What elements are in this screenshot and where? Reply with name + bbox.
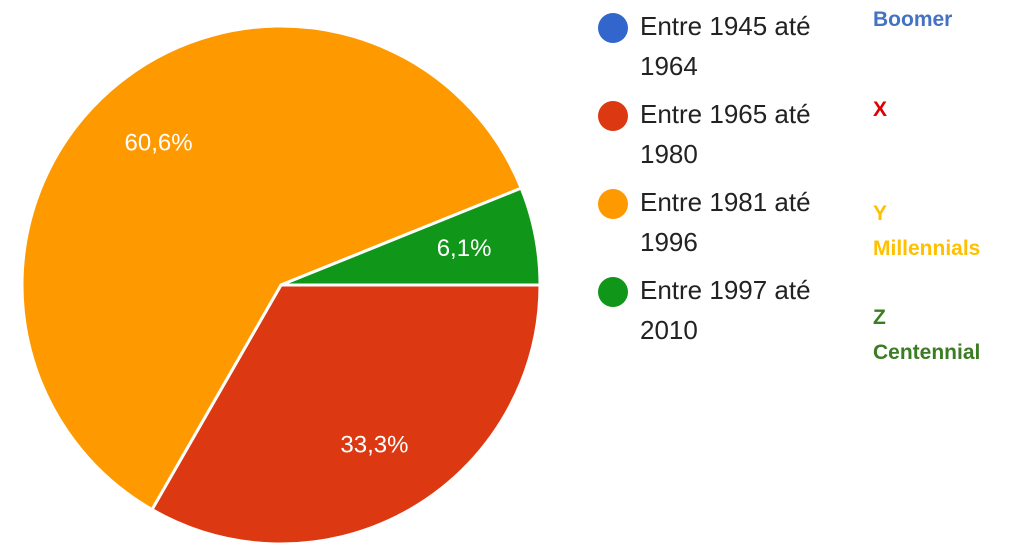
legend-item: Entre 1965 até 1980	[598, 99, 838, 174]
annotation: X	[873, 98, 888, 121]
slice-label: 6,1%	[437, 235, 492, 262]
pie-chart: 33,3% 60,6% 6,1%	[20, 24, 542, 546]
annotation: Y	[873, 202, 888, 225]
annotation: Z	[873, 306, 886, 329]
legend-swatch	[598, 277, 628, 307]
legend-label: Entre 1981 até 1996	[640, 187, 811, 257]
legend-swatch	[598, 13, 628, 43]
legend-swatch	[598, 189, 628, 219]
pie-slice	[20, 24, 524, 512]
legend-item: Entre 1981 até 1996	[598, 187, 838, 262]
pie-slice	[149, 283, 542, 546]
slice-label: 33,3%	[340, 432, 408, 459]
legend-swatch	[598, 101, 628, 131]
legend-label: Entre 1945 até 1964	[640, 11, 811, 81]
annotation: Centennial	[873, 341, 981, 364]
legend-item: Entre 1997 até 2010	[598, 275, 838, 350]
legend-item: Entre 1945 até 1964	[598, 11, 838, 86]
annotation: Millennials	[873, 237, 981, 260]
pie-slice	[280, 186, 542, 287]
legend-label: Entre 1997 até 2010	[640, 275, 811, 345]
slice-label: 60,6%	[125, 130, 193, 157]
annotation: Boomer	[873, 8, 953, 31]
legend-label: Entre 1965 até 1980	[640, 99, 811, 169]
